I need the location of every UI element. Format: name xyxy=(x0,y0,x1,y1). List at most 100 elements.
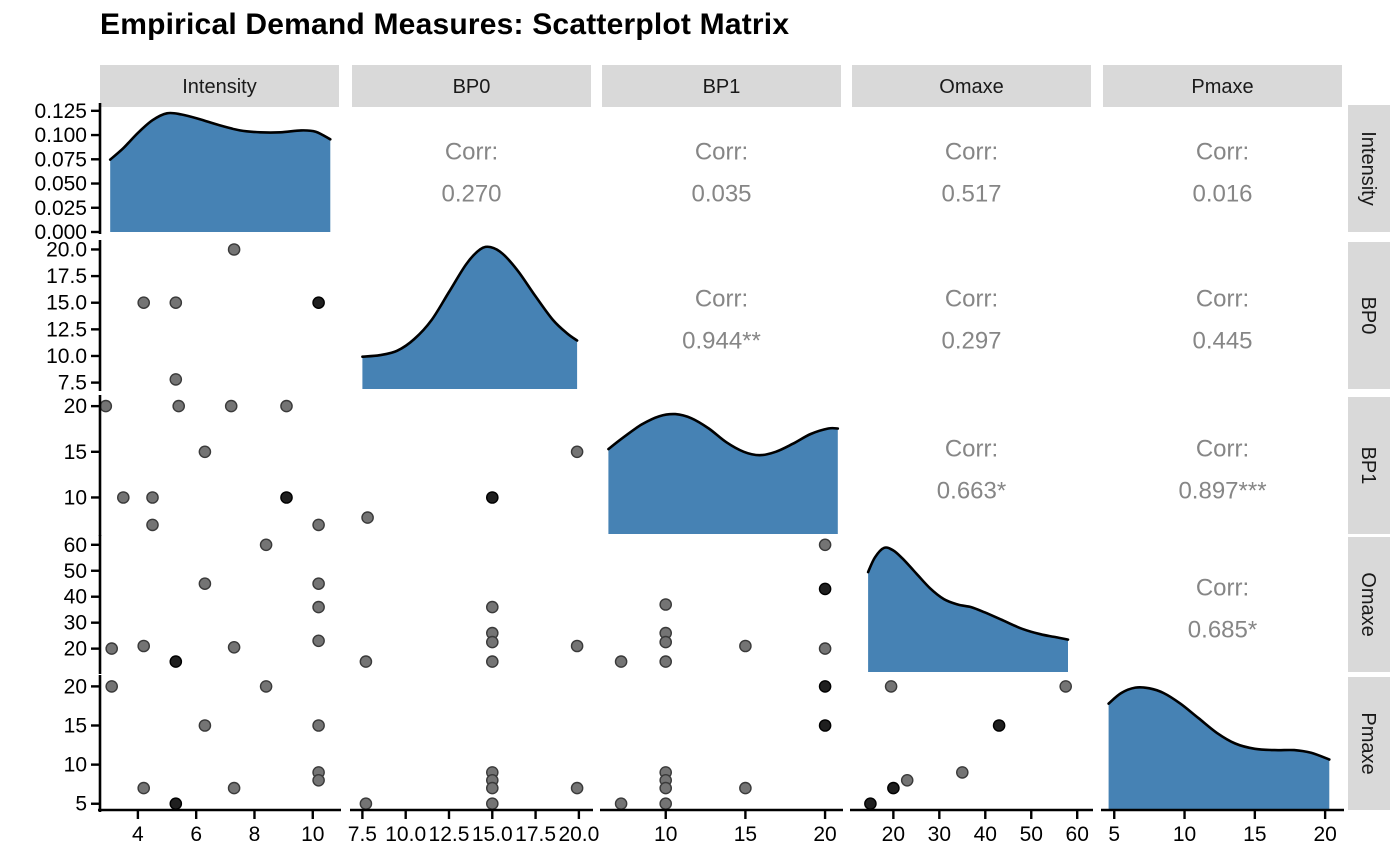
x-tick-label-BP1: 20 xyxy=(813,823,836,846)
x-tick-label-BP0: 7.5 xyxy=(348,823,377,846)
scatter-point-BP1-vs-Intensity xyxy=(198,445,212,459)
y-tick-label-Intensity: 0.000 xyxy=(34,221,87,244)
corr-value-Omaxe-Pmaxe: 0.685* xyxy=(1188,617,1257,644)
scatter-point-Pmaxe-vs-Intensity xyxy=(312,719,325,732)
x-tick-label-Pmaxe: 15 xyxy=(1243,823,1266,846)
scatter-point-Omaxe-vs-BP1 xyxy=(659,635,673,649)
x-tick-label-Pmaxe: 10 xyxy=(1173,823,1196,846)
scatter-point-Omaxe-vs-BP0 xyxy=(359,655,373,668)
y-tick-label-BP1: 15 xyxy=(64,441,87,464)
column-strip-BP0 xyxy=(352,65,591,107)
scatter-point-Pmaxe-vs-Intensity xyxy=(137,781,150,795)
corr-label-BP0-Omaxe: Corr: xyxy=(945,286,998,313)
corr-label-BP0-BP1: Corr: xyxy=(695,286,748,313)
y-tick-label-Intensity: 0.025 xyxy=(34,197,87,220)
y-tick-label-Omaxe: 20 xyxy=(64,638,87,661)
column-strip-label-Intensity: Intensity xyxy=(182,76,256,98)
scatter-point-Omaxe-vs-Intensity xyxy=(312,634,325,648)
scatter-point-BP0-vs-Intensity xyxy=(137,296,150,310)
x-tick-label-Omaxe: 60 xyxy=(1066,823,1089,846)
x-tick-label-Omaxe: 20 xyxy=(882,823,905,846)
scatter-point-Pmaxe-vs-BP0 xyxy=(359,797,373,811)
column-strip-label-BP1: BP1 xyxy=(703,76,741,98)
x-tick-label-Intensity: 6 xyxy=(190,823,202,846)
scatter-point-Pmaxe-vs-Omaxe xyxy=(992,719,1006,732)
density-curve-BP1 xyxy=(607,412,840,457)
scatter-point-Omaxe-vs-Intensity xyxy=(198,577,212,591)
y-tick-label-BP0: 12.5 xyxy=(46,318,87,341)
x-tick-label-Omaxe: 40 xyxy=(974,823,997,846)
scatter-point-Pmaxe-vs-Omaxe xyxy=(884,680,898,693)
density-curve-BP0 xyxy=(361,245,579,358)
density-area-Pmaxe xyxy=(1108,687,1330,810)
y-tick-label-BP1: 10 xyxy=(64,486,87,509)
x-tick-label-Intensity: 10 xyxy=(301,823,324,846)
y-tick-label-Pmaxe: 20 xyxy=(64,675,87,698)
scatter-point-Omaxe-vs-Intensity xyxy=(312,577,325,591)
x-tick-label-BP1: 10 xyxy=(654,823,677,846)
column-strip-label-Pmaxe: Pmaxe xyxy=(1191,76,1253,98)
y-tick-label-BP0: 15.0 xyxy=(46,292,87,315)
y-tick-label-BP0: 17.5 xyxy=(46,265,87,288)
column-strip-Intensity xyxy=(100,65,339,107)
y-tick-label-Intensity: 0.050 xyxy=(34,173,87,196)
x-tick-label-Intensity: 8 xyxy=(249,823,261,846)
scatter-point-Pmaxe-vs-Intensity xyxy=(227,781,241,795)
scatter-point-Omaxe-vs-Intensity xyxy=(169,655,183,668)
scatter-point-Omaxe-vs-BP0 xyxy=(485,655,499,668)
scatter-point-BP1-vs-Intensity xyxy=(280,491,293,504)
scatter-point-BP1-vs-Intensity xyxy=(146,491,159,504)
x-tick-label-Omaxe: 30 xyxy=(928,823,951,846)
scatter-point-Omaxe-vs-BP1 xyxy=(818,642,832,655)
row-strip-label-Intensity: Intensity xyxy=(1357,131,1379,205)
density-area-Intensity xyxy=(110,112,331,232)
scatter-point-BP1-vs-Intensity xyxy=(224,399,238,413)
scatter-point-Omaxe-vs-BP1 xyxy=(818,582,832,596)
row-strip-BP0 xyxy=(1348,242,1390,389)
scatter-point-Pmaxe-vs-Intensity xyxy=(312,774,325,787)
scatter-point-Pmaxe-vs-Omaxe xyxy=(864,797,877,811)
column-strip-BP1 xyxy=(602,65,841,107)
corr-value-BP0-BP1: 0.944** xyxy=(682,328,761,355)
corr-label-Omaxe-Pmaxe: Corr: xyxy=(1196,575,1249,602)
scatter-point-BP1-vs-Intensity xyxy=(172,399,185,413)
column-strip-label-Omaxe: Omaxe xyxy=(939,76,1003,98)
corr-label-BP0-Pmaxe: Corr: xyxy=(1196,286,1249,313)
scatter-point-Omaxe-vs-BP1 xyxy=(614,655,628,668)
scatter-point-Omaxe-vs-BP1 xyxy=(818,538,832,552)
x-tick-label-Pmaxe: 20 xyxy=(1313,823,1336,846)
scatter-point-Pmaxe-vs-BP0 xyxy=(570,781,584,795)
corr-value-Intensity-BP0: 0.270 xyxy=(441,181,501,208)
column-strip-Omaxe xyxy=(852,65,1091,107)
scatter-point-Pmaxe-vs-BP1 xyxy=(659,797,673,811)
scatter-point-Pmaxe-vs-Intensity xyxy=(105,680,118,693)
scatter-point-Omaxe-vs-Intensity xyxy=(227,641,241,654)
x-tick-label-Intensity: 4 xyxy=(132,823,144,846)
row-strip-BP1 xyxy=(1348,397,1390,534)
row-strip-Intensity xyxy=(1348,105,1390,232)
x-tick-label-BP0: 15.0 xyxy=(472,823,513,846)
y-tick-label-Intensity: 0.075 xyxy=(34,148,87,171)
y-tick-label-Intensity: 0.100 xyxy=(34,124,87,147)
y-tick-label-BP1: 20 xyxy=(64,395,87,418)
y-tick-label-Pmaxe: 10 xyxy=(64,754,87,777)
scatter-point-Omaxe-vs-BP0 xyxy=(485,600,499,614)
density-curve-Pmaxe xyxy=(1107,685,1331,761)
scatter-point-BP1-vs-Intensity xyxy=(280,399,293,413)
scatter-point-BP1-vs-BP0 xyxy=(485,491,499,504)
scatter-point-Omaxe-vs-BP1 xyxy=(659,655,673,668)
scatter-point-Omaxe-vs-Intensity xyxy=(137,639,150,653)
x-tick-label-BP0: 10.0 xyxy=(385,823,426,846)
row-strip-Pmaxe xyxy=(1348,677,1390,810)
scatter-point-Omaxe-vs-Intensity xyxy=(312,600,325,614)
scatter-point-BP0-vs-Intensity xyxy=(227,243,241,256)
scatter-point-BP0-vs-Intensity xyxy=(169,296,183,310)
column-strip-Pmaxe xyxy=(1103,65,1342,107)
scatter-point-Pmaxe-vs-Omaxe xyxy=(887,781,900,795)
row-strip-label-Pmaxe: Pmaxe xyxy=(1357,712,1379,774)
scatter-point-Pmaxe-vs-Intensity xyxy=(259,680,273,693)
scatter-point-Omaxe-vs-BP1 xyxy=(739,639,752,653)
corr-value-BP0-Pmaxe: 0.445 xyxy=(1192,328,1252,355)
